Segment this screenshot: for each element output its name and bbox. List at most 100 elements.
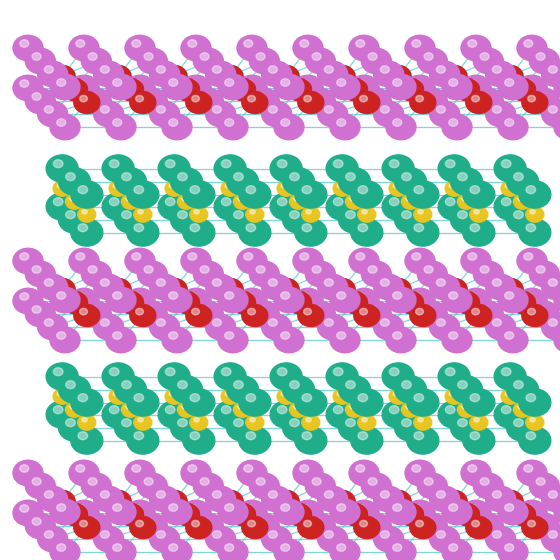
Ellipse shape	[281, 119, 290, 126]
Ellipse shape	[554, 114, 560, 140]
Ellipse shape	[436, 279, 445, 286]
Ellipse shape	[122, 211, 131, 219]
Ellipse shape	[235, 82, 243, 89]
Ellipse shape	[351, 181, 383, 208]
Ellipse shape	[442, 287, 472, 312]
Ellipse shape	[174, 503, 199, 525]
Ellipse shape	[268, 491, 277, 498]
Ellipse shape	[221, 198, 231, 206]
Ellipse shape	[221, 389, 239, 404]
Ellipse shape	[134, 394, 143, 402]
Ellipse shape	[281, 504, 290, 511]
Ellipse shape	[13, 500, 43, 526]
Ellipse shape	[206, 526, 236, 552]
Ellipse shape	[368, 53, 377, 60]
Ellipse shape	[459, 507, 467, 514]
Ellipse shape	[81, 473, 111, 499]
Ellipse shape	[113, 544, 122, 551]
Ellipse shape	[548, 319, 557, 326]
Ellipse shape	[407, 427, 439, 454]
Ellipse shape	[162, 539, 192, 560]
Ellipse shape	[405, 75, 435, 101]
Ellipse shape	[74, 91, 100, 114]
Ellipse shape	[144, 53, 153, 60]
Ellipse shape	[324, 106, 333, 113]
Ellipse shape	[302, 207, 320, 222]
Ellipse shape	[356, 253, 365, 260]
Ellipse shape	[125, 197, 131, 201]
Ellipse shape	[165, 181, 183, 196]
Ellipse shape	[188, 40, 197, 47]
Ellipse shape	[25, 301, 55, 326]
Ellipse shape	[302, 432, 311, 440]
Ellipse shape	[178, 381, 187, 389]
Ellipse shape	[114, 376, 147, 403]
Ellipse shape	[244, 253, 253, 260]
Ellipse shape	[158, 155, 190, 182]
Ellipse shape	[178, 172, 187, 181]
Ellipse shape	[125, 460, 155, 486]
Ellipse shape	[242, 305, 268, 326]
Ellipse shape	[249, 262, 279, 287]
Ellipse shape	[337, 79, 346, 86]
Ellipse shape	[470, 432, 479, 440]
Ellipse shape	[358, 394, 367, 402]
Ellipse shape	[360, 95, 367, 102]
Ellipse shape	[536, 306, 545, 313]
Ellipse shape	[474, 209, 479, 214]
Ellipse shape	[524, 40, 533, 47]
Ellipse shape	[38, 61, 68, 87]
Ellipse shape	[498, 327, 528, 353]
Ellipse shape	[466, 516, 492, 539]
Ellipse shape	[100, 531, 109, 538]
Ellipse shape	[436, 319, 445, 326]
Ellipse shape	[102, 193, 134, 220]
Ellipse shape	[368, 306, 377, 313]
Ellipse shape	[330, 327, 360, 353]
Ellipse shape	[342, 291, 367, 314]
Ellipse shape	[235, 507, 243, 514]
Ellipse shape	[461, 460, 491, 486]
Ellipse shape	[66, 419, 75, 427]
Ellipse shape	[382, 401, 414, 428]
Ellipse shape	[542, 314, 560, 340]
Ellipse shape	[503, 282, 511, 289]
Ellipse shape	[262, 526, 292, 552]
Ellipse shape	[398, 291, 423, 314]
Ellipse shape	[486, 101, 516, 127]
Ellipse shape	[394, 206, 427, 233]
Ellipse shape	[67, 507, 75, 514]
Ellipse shape	[293, 404, 299, 409]
Ellipse shape	[214, 401, 246, 428]
Ellipse shape	[13, 75, 43, 101]
Ellipse shape	[393, 119, 402, 126]
Ellipse shape	[337, 332, 346, 339]
Ellipse shape	[71, 181, 103, 208]
Ellipse shape	[447, 494, 455, 501]
Ellipse shape	[293, 248, 323, 274]
Ellipse shape	[526, 394, 535, 402]
Ellipse shape	[526, 223, 535, 232]
Ellipse shape	[234, 172, 243, 181]
Ellipse shape	[349, 288, 379, 314]
Ellipse shape	[300, 293, 309, 300]
Ellipse shape	[335, 494, 343, 501]
Ellipse shape	[57, 544, 66, 551]
Ellipse shape	[463, 427, 495, 454]
Ellipse shape	[468, 253, 477, 260]
Ellipse shape	[412, 293, 421, 300]
Ellipse shape	[391, 282, 399, 289]
Ellipse shape	[291, 295, 299, 302]
Ellipse shape	[118, 78, 143, 101]
Ellipse shape	[127, 219, 159, 246]
Ellipse shape	[150, 486, 180, 512]
Ellipse shape	[225, 391, 231, 396]
Ellipse shape	[53, 405, 63, 414]
Ellipse shape	[62, 503, 87, 525]
Ellipse shape	[442, 539, 472, 560]
Ellipse shape	[526, 207, 544, 222]
Ellipse shape	[492, 279, 501, 286]
Ellipse shape	[94, 486, 124, 512]
Ellipse shape	[237, 460, 267, 486]
Ellipse shape	[221, 160, 231, 167]
